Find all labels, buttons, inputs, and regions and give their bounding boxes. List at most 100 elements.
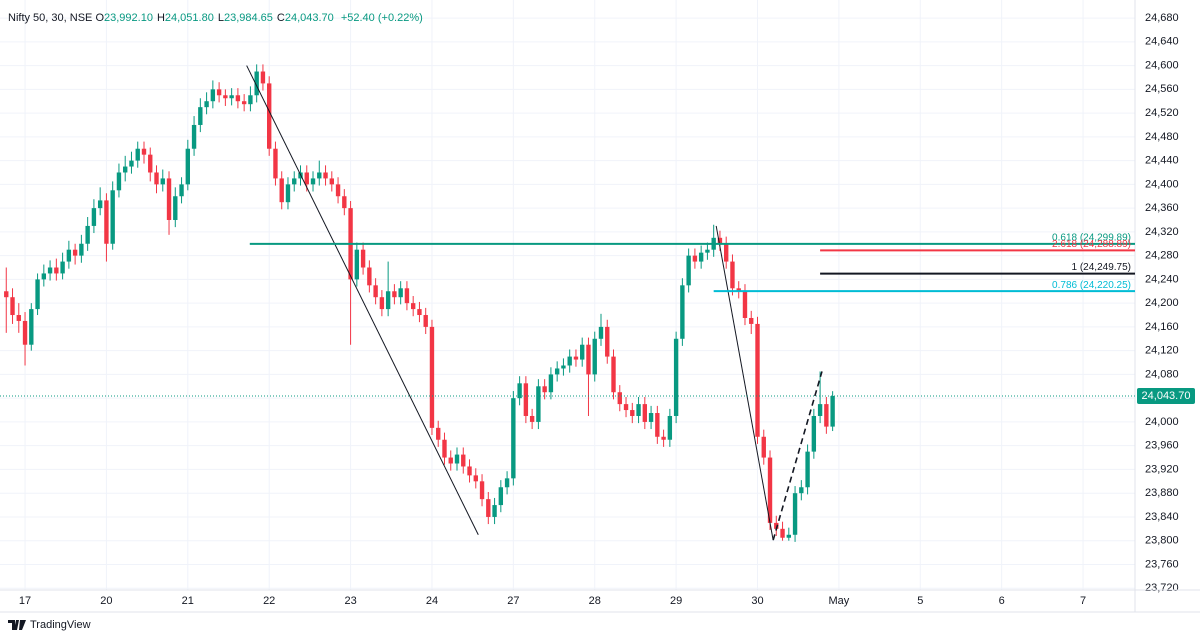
x-tick-label: 29 <box>670 595 682 607</box>
candle-body <box>442 439 447 458</box>
candle-body <box>805 451 810 488</box>
candle-body <box>16 315 21 321</box>
ohlc-key: O <box>95 12 104 24</box>
candle-body <box>730 261 735 289</box>
y-tick-label: 24,680 <box>1145 12 1179 24</box>
candle-body <box>97 200 103 209</box>
candle-body <box>567 356 572 366</box>
y-tick-label: 24,360 <box>1145 202 1179 214</box>
candle-body <box>617 392 622 405</box>
candle-body <box>116 172 122 191</box>
candle-body <box>605 326 610 357</box>
candle-body <box>817 404 823 416</box>
change: +52.40 (+0.22%) <box>340 12 423 24</box>
candle-body <box>511 398 516 479</box>
candle-body <box>780 528 785 538</box>
candle-body <box>304 172 309 185</box>
candle-body <box>398 288 403 298</box>
x-tick-label: 27 <box>507 595 519 607</box>
ohlc-value: 23,992.10 <box>104 12 153 24</box>
candle-body <box>60 261 65 274</box>
candle-body <box>692 255 698 262</box>
candle-body <box>166 178 172 220</box>
ohlc-value: 23,984.65 <box>223 12 273 24</box>
candle-body <box>72 249 78 256</box>
x-tick-label: 7 <box>1080 595 1086 607</box>
candle-body <box>680 285 685 339</box>
level-label: 0.618 (24,299.89) <box>1052 232 1131 243</box>
y-tick-label: 23,960 <box>1145 440 1179 452</box>
candle-body <box>586 344 591 375</box>
candle-body <box>179 184 184 197</box>
candle-body <box>423 315 428 327</box>
candle-body <box>811 415 817 452</box>
candle-body <box>698 252 704 262</box>
candle-body <box>542 386 547 393</box>
candle-body <box>523 383 529 416</box>
x-tick-label: 24 <box>426 595 438 607</box>
candle-body <box>4 291 9 298</box>
candle-body <box>830 395 835 427</box>
candle-body <box>210 89 216 102</box>
trendline <box>772 371 823 541</box>
x-tick-label: 23 <box>344 595 356 607</box>
candle-body <box>47 267 53 274</box>
candle-body <box>473 475 478 482</box>
candle-body <box>392 291 397 298</box>
x-tick-label: 22 <box>263 595 275 607</box>
candle-body <box>216 89 222 96</box>
x-tick-label: 30 <box>751 595 763 607</box>
brand-name: TradingView <box>30 619 91 631</box>
candle-body <box>498 487 504 506</box>
candle-body <box>774 522 779 529</box>
legend-header: Nifty 50, 30, NSE O23,992.10 H24,051.80 L2… <box>8 12 427 24</box>
x-tick-label: 20 <box>100 595 112 607</box>
candle-body <box>29 309 34 345</box>
candle-body <box>755 323 760 437</box>
x-tick-label: 17 <box>19 595 31 607</box>
candle-body <box>799 487 804 494</box>
candle-body <box>492 505 497 517</box>
candle-body <box>504 478 510 488</box>
y-tick-label: 24,440 <box>1145 155 1179 167</box>
candle-body <box>742 291 748 318</box>
y-tick-label: 24,000 <box>1145 416 1179 428</box>
y-tick-label: 24,080 <box>1145 368 1179 380</box>
candle-body <box>749 317 754 324</box>
candle-body <box>10 297 15 316</box>
candle-body <box>329 178 334 185</box>
candle-body <box>379 297 385 310</box>
candle-body <box>191 124 197 149</box>
y-tick-label: 24,480 <box>1145 131 1179 143</box>
ohlc-value: 24,051.80 <box>164 12 214 24</box>
candle-body <box>279 178 284 203</box>
ohlc-key: C <box>276 12 285 24</box>
candle-body <box>655 413 660 437</box>
candle-body <box>35 279 40 310</box>
candle-body <box>373 285 378 298</box>
candle-body <box>235 95 241 102</box>
last-price-label: 24,043.70 <box>1142 390 1191 402</box>
candle-body <box>148 154 153 173</box>
candle-body <box>360 249 366 268</box>
candle-body <box>85 225 90 244</box>
candle-body <box>429 326 435 428</box>
candle-body <box>254 71 259 96</box>
candle-body <box>173 196 178 220</box>
candle-body <box>285 184 291 203</box>
candle-body <box>486 499 491 517</box>
ohlc-key: H <box>156 12 165 24</box>
y-tick-label: 23,920 <box>1145 463 1179 475</box>
y-tick-label: 24,520 <box>1145 107 1179 119</box>
candle-body <box>642 404 648 422</box>
level-label: 2.618 (24,288.89) <box>1052 239 1131 250</box>
x-tick-label: 21 <box>182 595 194 607</box>
candle-body <box>536 386 541 422</box>
y-tick-label: 23,840 <box>1145 511 1179 523</box>
candle-body <box>630 410 635 416</box>
candle-body <box>335 184 341 197</box>
candle-body <box>198 107 203 125</box>
candle-body <box>580 344 585 360</box>
candle-body <box>410 303 416 310</box>
candle-body <box>248 95 253 105</box>
